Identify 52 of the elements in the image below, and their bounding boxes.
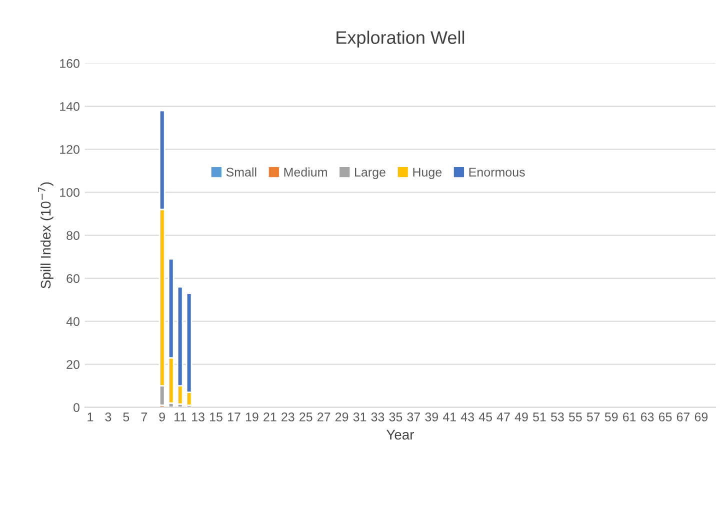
x-tick-label: 41 (442, 412, 456, 422)
x-tick-label: 53 (550, 412, 564, 422)
x-tick-label: 17 (228, 412, 240, 422)
legend-label: Small (226, 167, 256, 177)
x-tick-label: 63 (640, 412, 654, 422)
y-tick-label: 60 (66, 274, 80, 283)
y-axis-title: Spill Index (10$^{−7}$) (38, 182, 54, 288)
x-tick-label: 65 (658, 412, 672, 422)
x-tick-label: 37 (407, 412, 420, 422)
x-tick-label: 15 (210, 412, 222, 422)
x-tick-label: 43 (460, 412, 474, 422)
x-tick-label: 9 (159, 412, 165, 422)
x-tick-label: 3 (105, 412, 112, 422)
x-tick-label: 57 (586, 412, 600, 422)
x-tick-label: 13 (192, 412, 204, 422)
legend-label: Large (355, 168, 386, 180)
y-tick-label: 100 (60, 188, 80, 197)
x-tick-label: 7 (141, 412, 147, 422)
x-tick-label: 47 (496, 412, 510, 422)
x-tick-label: 1 (88, 412, 94, 422)
x-tick-label: 45 (478, 412, 492, 422)
x-tick-label: 29 (335, 412, 348, 422)
x-tick-label: 69 (694, 412, 708, 422)
x-tick-label: 27 (318, 412, 330, 422)
x-tick-label: 21 (264, 412, 276, 422)
x-tick-label: 51 (533, 412, 546, 422)
x-tick-label: 59 (604, 412, 618, 422)
y-tick-label: 80 (66, 231, 80, 240)
x-tick-label: 55 (568, 412, 582, 422)
x-tick-label: 39 (425, 412, 438, 422)
legend-label: Huge (413, 168, 442, 180)
x-tick-label: 5 (123, 412, 130, 422)
x-tick-label: 67 (676, 412, 690, 422)
chart-title: Exploration Well (336, 30, 464, 48)
x-tick-label: 11 (174, 412, 186, 422)
x-tick-label: 23 (282, 412, 294, 422)
x-tick-label: 35 (389, 412, 402, 422)
x-axis-title: Year (386, 430, 414, 440)
legend-label: Medium (284, 167, 327, 177)
legend-label: Enormous (469, 168, 525, 177)
x-tick-label: 33 (371, 412, 384, 422)
y-tick-label: 120 (60, 145, 80, 154)
y-tick-label: 160 (60, 59, 80, 68)
x-tick-label: 25 (300, 412, 312, 422)
y-tick-label: 20 (66, 360, 80, 369)
y-tick-label: 140 (60, 102, 80, 111)
y-tick-label: 0 (74, 403, 80, 412)
x-tick-label: 31 (353, 412, 366, 422)
y-tick-label: 40 (66, 317, 80, 326)
x-tick-label: 19 (246, 412, 258, 422)
x-tick-label: 61 (623, 412, 636, 422)
x-tick-label: 49 (514, 412, 528, 422)
